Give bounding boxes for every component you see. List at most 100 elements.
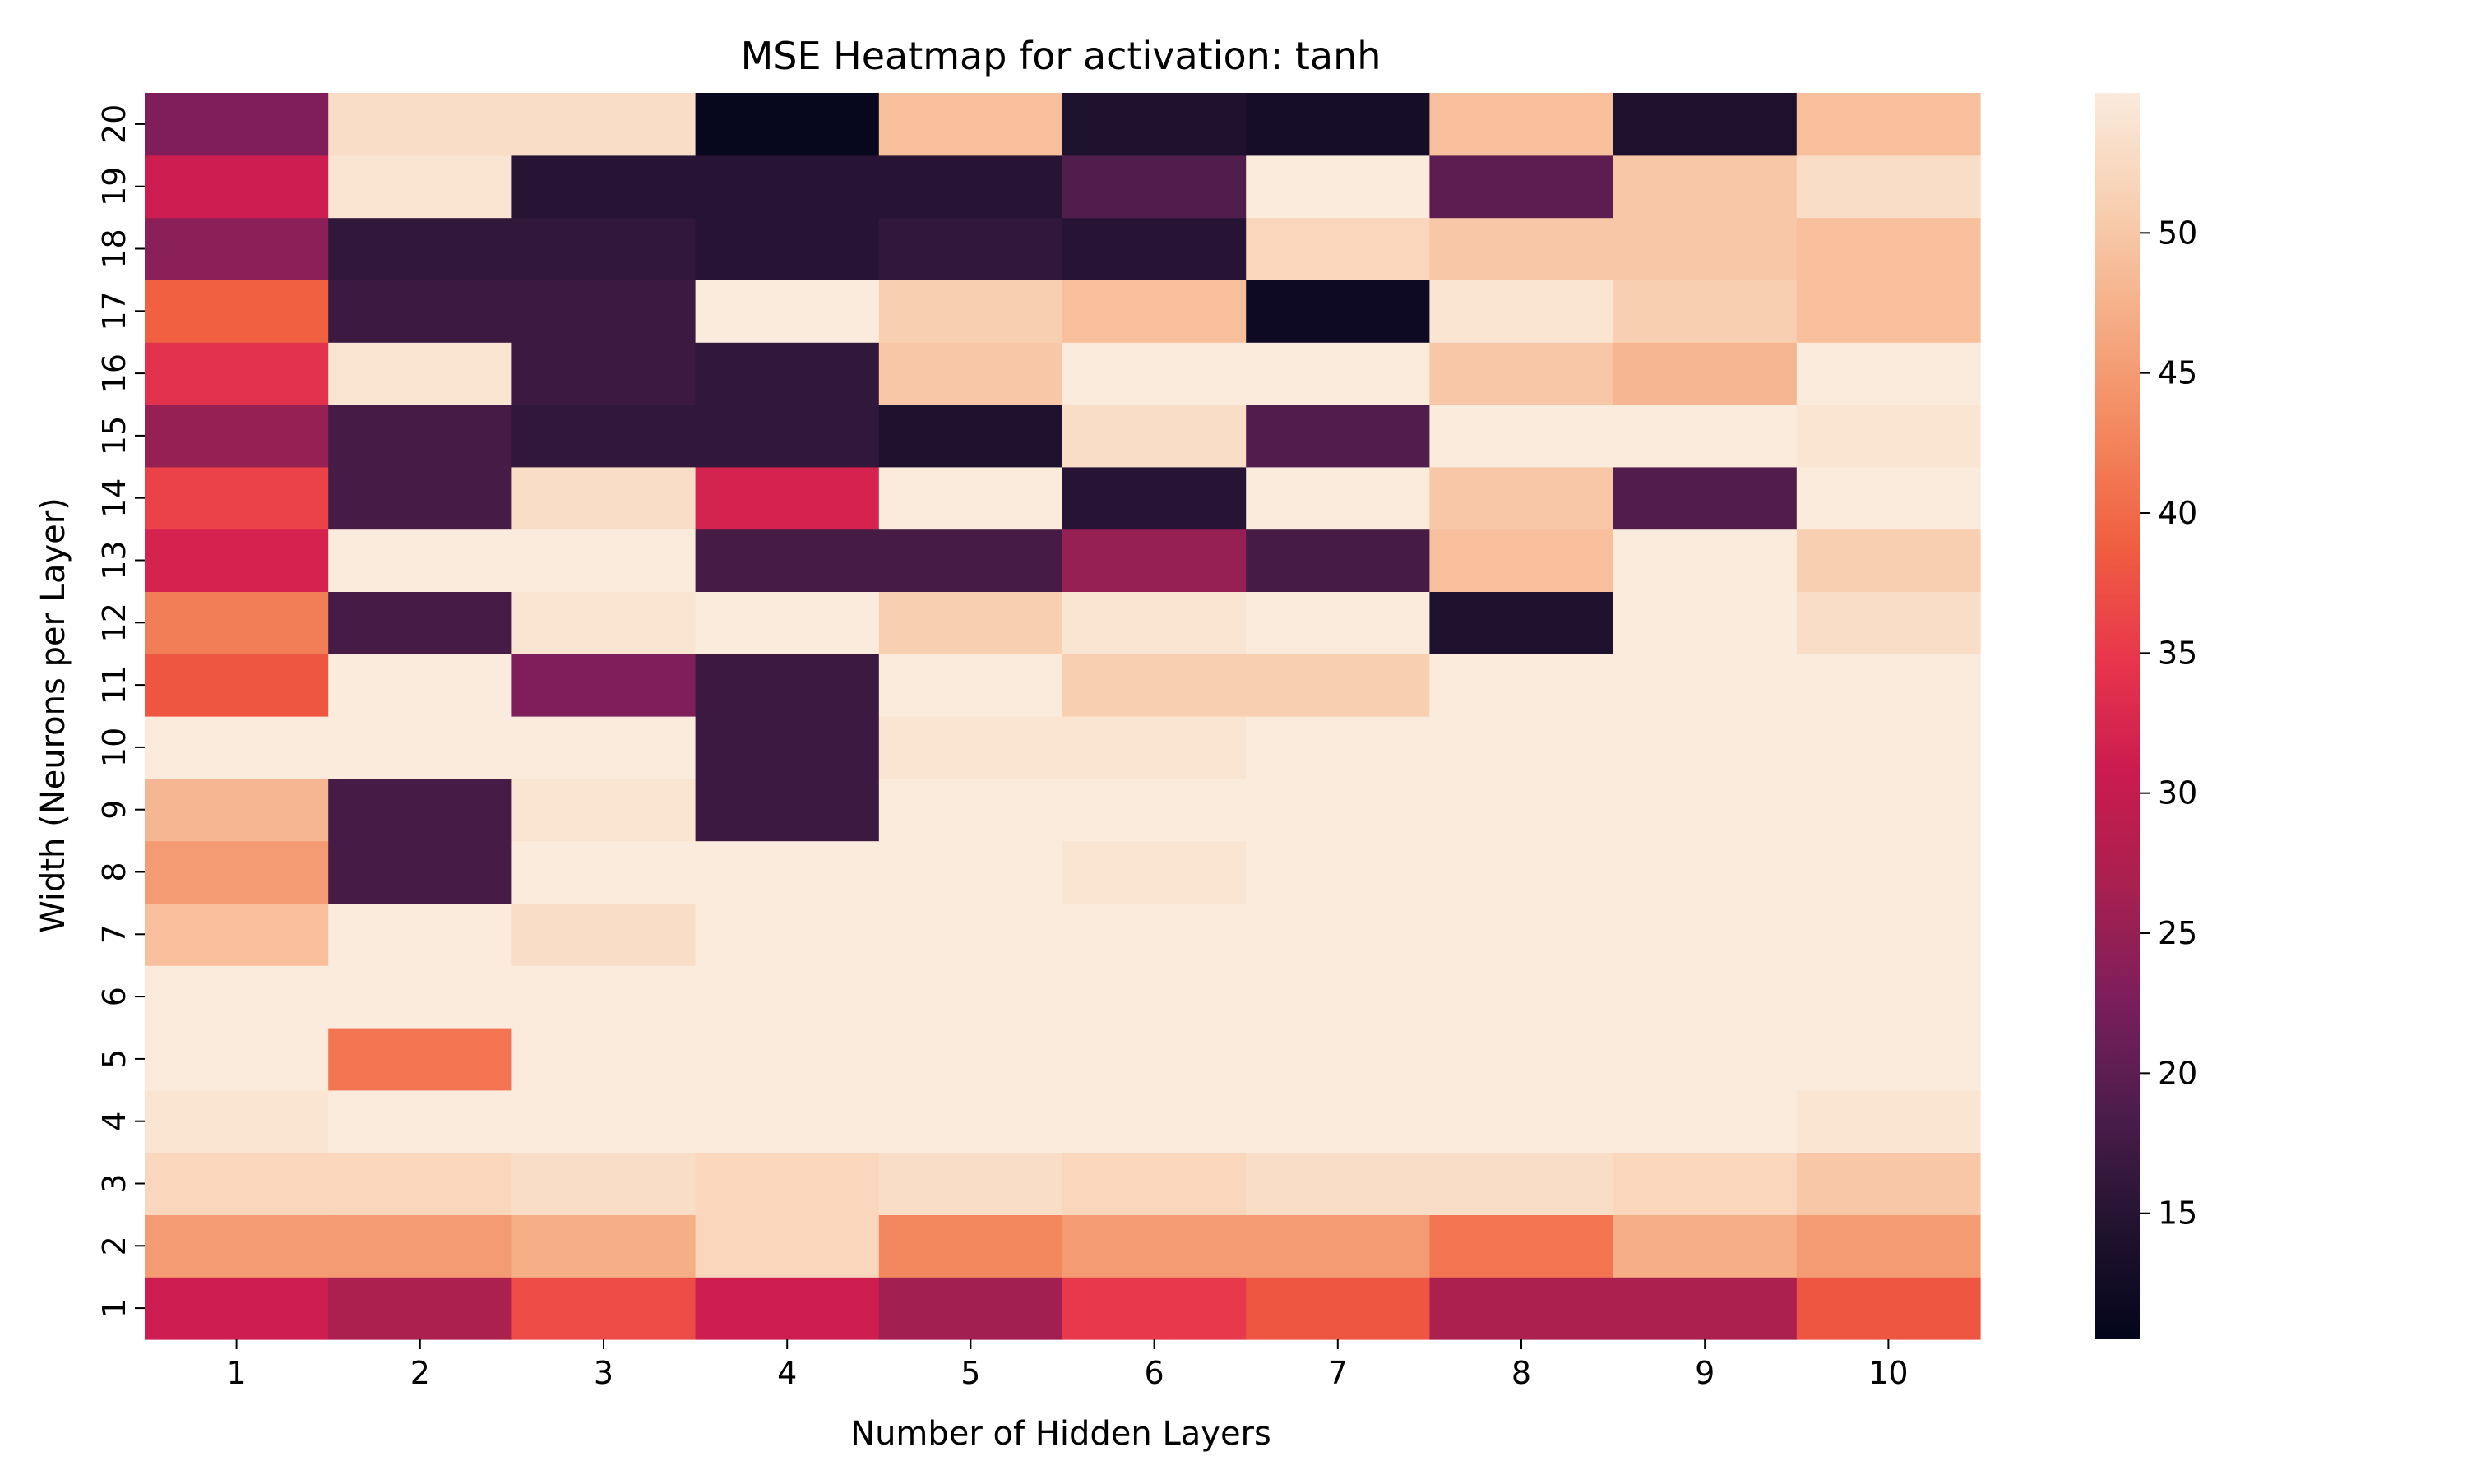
heatmap-cell (145, 654, 329, 717)
heatmap-cell (1062, 1089, 1247, 1153)
x-tick-label: 9 (1695, 1355, 1715, 1391)
heatmap-cell (1062, 217, 1247, 280)
heatmap-cell (328, 1028, 512, 1091)
x-tick-label: 3 (594, 1355, 613, 1391)
heatmap-cell (511, 1028, 697, 1091)
heatmap-cell (1613, 93, 1798, 156)
heatmap-cell (695, 280, 880, 343)
heatmap-cell (1246, 840, 1430, 904)
heatmap-cell (328, 155, 512, 219)
heatmap-cell (145, 529, 329, 592)
heatmap-cell (511, 965, 697, 1029)
heatmap-cell (145, 280, 329, 343)
x-tick-label: 10 (1868, 1355, 1908, 1391)
heatmap-cell (878, 280, 1063, 343)
heatmap-cell (1062, 716, 1247, 779)
heatmap-cell (145, 217, 329, 280)
heatmap-cell (695, 716, 880, 779)
heatmap-cell (328, 93, 512, 156)
heatmap-cell (511, 405, 697, 468)
heatmap-cell (1613, 529, 1798, 592)
heatmap-cell (878, 1214, 1063, 1278)
y-axis-label: Width (Neurons per Layer) (35, 497, 72, 933)
heatmap-cell (511, 778, 697, 842)
heatmap-cell (1429, 155, 1614, 219)
heatmap-cell (695, 217, 880, 280)
heatmap-cell (1796, 591, 1981, 654)
heatmap-cell (1246, 965, 1430, 1029)
y-tick-label: 19 (96, 167, 132, 206)
heatmap-cell (1246, 1277, 1430, 1340)
heatmap-cell (878, 217, 1063, 280)
colorbar-tick-label: 20 (2158, 1055, 2197, 1091)
heatmap-cell (878, 654, 1063, 717)
x-tick-label: 1 (227, 1355, 247, 1391)
heatmap-cell (1246, 1214, 1430, 1278)
heatmap-cell (1062, 529, 1247, 592)
x-tick-label: 6 (1145, 1355, 1164, 1391)
heatmap-cell (695, 529, 880, 592)
heatmap-cell (695, 93, 880, 156)
heatmap-cell (878, 1089, 1063, 1153)
x-tick-label: 4 (777, 1355, 797, 1391)
heatmap-cell (878, 466, 1063, 530)
heatmap-cell (511, 217, 697, 280)
heatmap-cell (328, 1214, 512, 1278)
heatmap-cell (1613, 280, 1798, 343)
heatmap-cell (1429, 1089, 1614, 1153)
heatmap-cell (1062, 654, 1247, 717)
heatmap-cell (1062, 155, 1247, 219)
heatmap-cell (1796, 155, 1981, 219)
heatmap-cell (1796, 466, 1981, 530)
y-tick-label: 16 (96, 354, 132, 393)
y-tick-label: 10 (96, 728, 132, 767)
heatmap-cell (695, 654, 880, 717)
heatmap-cell (1613, 405, 1798, 468)
heatmap-cell (1796, 1028, 1981, 1091)
colorbar-ticks: 15 20 25 30 35 40 45 50 (2140, 215, 2197, 1232)
heatmap-cell (878, 405, 1063, 468)
heatmap-cell (511, 840, 697, 904)
heatmap-cell (328, 342, 512, 405)
heatmap-cell (1062, 591, 1247, 654)
heatmap-cell (695, 405, 880, 468)
heatmap-cell (145, 591, 329, 654)
heatmap-cell (511, 93, 697, 156)
heatmap-cell (1796, 217, 1981, 280)
y-tick-label: 11 (96, 665, 132, 705)
heatmap-cell (1613, 1277, 1798, 1340)
heatmap-cell (1429, 903, 1614, 966)
heatmap-cell (1613, 903, 1798, 966)
colorbar-tick-label: 45 (2158, 355, 2197, 391)
heatmap-cell (511, 1214, 697, 1278)
heatmap-cell (1246, 591, 1430, 654)
heatmap-cell (328, 903, 512, 966)
heatmap-cell (695, 1028, 880, 1091)
y-tick-label: 9 (96, 800, 132, 820)
heatmap-cell (1613, 1089, 1798, 1153)
colorbar-tick-label: 25 (2158, 915, 2197, 951)
y-tick-label: 8 (96, 862, 132, 881)
heatmap-cell (145, 1028, 329, 1091)
heatmap-cell (1796, 654, 1981, 717)
colorbar (2095, 93, 2140, 1339)
heatmap-cell (1796, 840, 1981, 904)
heatmap-cell (878, 1028, 1063, 1091)
heatmap-cell (145, 1089, 329, 1153)
heatmap-cell (878, 840, 1063, 904)
heatmap-cell (1429, 1214, 1614, 1278)
heatmap-cell (511, 1089, 697, 1153)
heatmap-cell (695, 1214, 880, 1278)
heatmap-cell (1246, 1028, 1430, 1091)
heatmap-cell (695, 840, 880, 904)
heatmap-cell (1246, 529, 1430, 592)
x-axis-ticks: 1 2 3 4 5 6 7 8 9 10 (227, 1339, 1909, 1391)
heatmap-cell (1429, 840, 1614, 904)
heatmap-cell (695, 466, 880, 530)
heatmap-cell (1796, 93, 1981, 156)
heatmap-cell (1062, 903, 1247, 966)
heatmap-cell (1613, 217, 1798, 280)
heatmap-cell (328, 280, 512, 343)
heatmap-cell (1429, 654, 1614, 717)
